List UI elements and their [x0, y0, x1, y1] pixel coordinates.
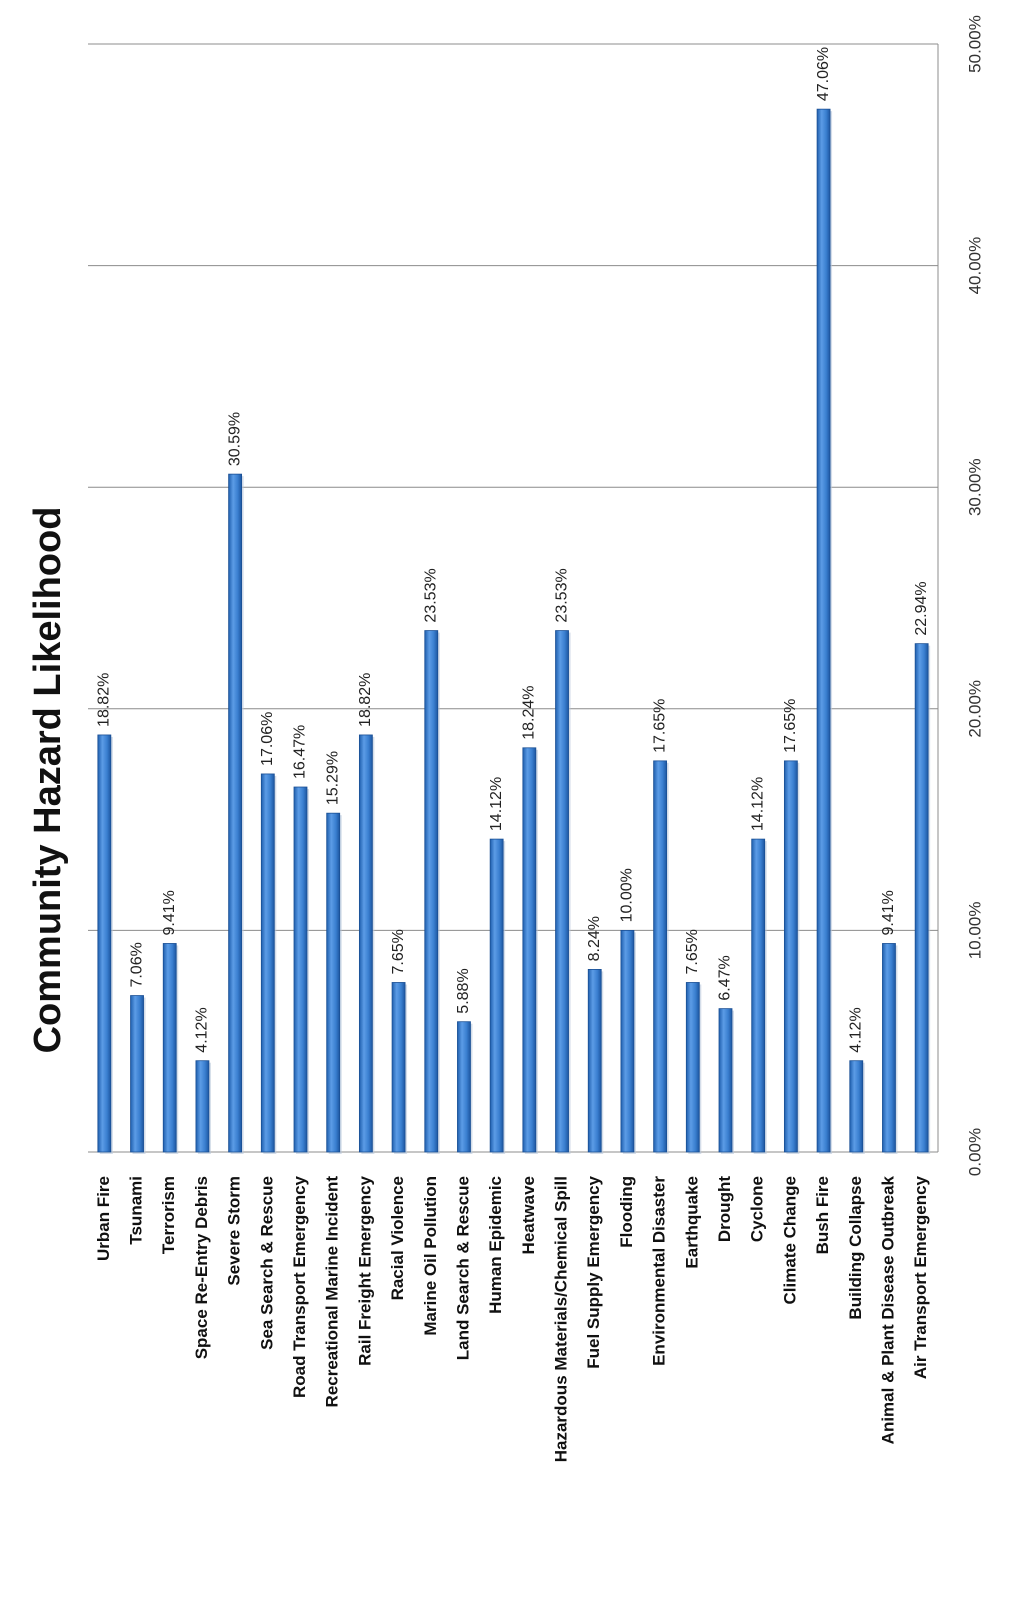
bar	[653, 760, 668, 1153]
bar	[293, 786, 308, 1153]
data-label: 17.65%	[651, 699, 668, 753]
data-label: 9.41%	[880, 890, 897, 935]
data-label: 17.06%	[259, 712, 276, 766]
data-label: 14.12%	[749, 777, 766, 831]
bar	[718, 1008, 733, 1153]
category-label: Road Transport Emergency	[290, 1175, 309, 1398]
data-label: 18.24%	[521, 686, 538, 740]
category-label: Space Re-Entry Debris	[192, 1176, 211, 1359]
bar	[162, 943, 177, 1153]
bar	[489, 838, 504, 1153]
bar	[326, 812, 341, 1153]
data-label: 4.12%	[194, 1007, 211, 1052]
category-label: Marine Oil Pollution	[421, 1176, 440, 1336]
category-label: Earthquake	[682, 1176, 701, 1269]
category-label: Severe Storm	[225, 1176, 244, 1286]
value-tick-label: 0.00%	[965, 1128, 984, 1176]
bar	[522, 747, 537, 1153]
data-label: 7.65%	[390, 929, 407, 974]
bar	[555, 630, 569, 1153]
category-label: Land Search & Rescue	[453, 1176, 472, 1360]
category-label: Bush Fire	[813, 1176, 832, 1254]
value-axis-ticks: 0.00% 10.00% 20.00% 30.00% 40.00% 50.00%	[965, 15, 984, 1176]
value-tick-label: 10.00%	[965, 902, 984, 960]
category-label: Air Transport Emergency	[911, 1175, 930, 1379]
data-label: 23.53%	[422, 568, 439, 622]
data-label: 9.41%	[161, 890, 178, 935]
category-label: Heatwave	[519, 1176, 538, 1254]
data-label: 14.12%	[488, 777, 505, 831]
category-labels: Urban Fire Tsunami Terrorism Space Re-Entry…	[94, 1175, 930, 1462]
value-tick-label: 20.00%	[965, 680, 984, 738]
bar	[914, 643, 929, 1153]
category-label: Drought	[715, 1176, 734, 1242]
bar	[882, 943, 896, 1153]
category-label: Human Epidemic	[486, 1176, 505, 1314]
data-label: 6.47%	[717, 955, 734, 1000]
data-label: 15.29%	[324, 751, 341, 805]
category-label: Recreational Marine Incident	[323, 1176, 342, 1408]
category-label: Rail Freight Emergency	[355, 1175, 374, 1365]
bar	[358, 734, 373, 1153]
bar	[424, 630, 439, 1153]
bar	[260, 773, 275, 1153]
bar	[751, 838, 766, 1153]
data-labels: 18.82% 7.06% 9.41% 4.12% 30.59% 17.06% 16.47% 1…	[96, 47, 930, 1053]
data-label: 8.24%	[586, 916, 603, 961]
data-label: 22.94%	[913, 581, 930, 635]
bar	[457, 1021, 471, 1153]
chart-title: Community Hazard Likelihood	[27, 507, 69, 1054]
category-label: Animal & Plant Disease Outbreak	[878, 1175, 897, 1444]
data-label: 18.82%	[357, 673, 374, 727]
category-label: Building Collapse	[846, 1176, 865, 1320]
data-label: 10.00%	[619, 868, 636, 922]
data-label: 18.82%	[96, 673, 113, 727]
data-label: 7.65%	[684, 929, 701, 974]
category-label: Hazardous Materials/Chemical Spill	[552, 1176, 571, 1462]
gridlines	[88, 43, 939, 1153]
category-label: Fuel Supply Emergency	[584, 1175, 603, 1368]
bar	[620, 930, 635, 1153]
data-label: 4.12%	[847, 1007, 864, 1052]
data-label: 7.06%	[128, 942, 145, 987]
category-label: Terrorism	[159, 1176, 178, 1254]
data-label: 47.06%	[815, 47, 832, 101]
category-label: Cyclone	[748, 1176, 767, 1242]
bar	[849, 1060, 864, 1153]
data-label: 23.53%	[553, 568, 570, 622]
category-label: Racial Violence	[388, 1176, 407, 1300]
category-label: Environmental Disaster	[650, 1176, 669, 1366]
value-tick-label: 50.00%	[965, 15, 984, 73]
data-label: 16.47%	[292, 725, 309, 779]
category-label: Urban Fire	[94, 1176, 113, 1261]
bar	[130, 995, 144, 1153]
bar	[783, 760, 798, 1153]
category-label: Tsunami	[127, 1176, 146, 1245]
data-label: 30.59%	[226, 412, 243, 466]
bar	[391, 982, 406, 1153]
bar	[685, 982, 700, 1153]
value-tick-label: 30.00%	[965, 458, 984, 516]
category-label: Sea Search & Rescue	[257, 1176, 276, 1350]
bar	[97, 734, 112, 1153]
bar	[228, 473, 243, 1153]
bar	[195, 1060, 210, 1153]
category-label: Flooding	[617, 1176, 636, 1248]
value-tick-label: 40.00%	[965, 237, 984, 295]
bars	[97, 108, 931, 1155]
category-label: Climate Change	[780, 1176, 799, 1304]
data-label: 17.65%	[782, 699, 799, 753]
bar	[587, 969, 602, 1153]
bar	[816, 108, 831, 1153]
data-label: 5.88%	[455, 968, 472, 1013]
